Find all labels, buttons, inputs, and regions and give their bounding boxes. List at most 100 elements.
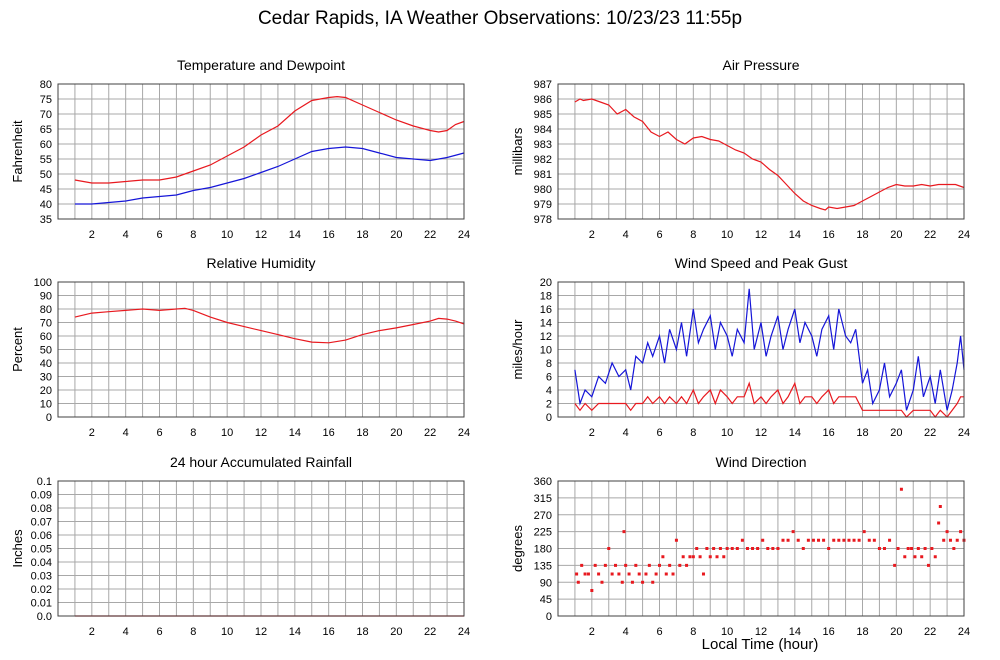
x-tick-label: 14 (289, 427, 301, 439)
y-tick-label: 60 (40, 139, 52, 151)
x-tick-label: 2 (589, 427, 595, 439)
data-point (641, 580, 645, 584)
x-tick-label: 16 (323, 427, 335, 439)
data-point (786, 538, 790, 542)
data-point (937, 521, 941, 525)
data-point (624, 563, 628, 567)
x-tick-label: 20 (390, 229, 402, 241)
x-tick-label: 22 (424, 626, 436, 638)
data-point (614, 563, 618, 567)
x-tick-label: 18 (356, 626, 368, 638)
y-tick-label: 65 (40, 124, 52, 136)
series-line (574, 98, 965, 211)
x-tick-label: 10 (221, 229, 233, 241)
x-tick-label: 6 (156, 427, 162, 439)
data-point (730, 547, 734, 550)
data-point (637, 572, 641, 576)
data-point (903, 555, 907, 559)
data-point (852, 538, 856, 542)
x-tick-label: 24 (458, 626, 470, 638)
data-point (740, 538, 744, 542)
y-tick-label: 2 (546, 399, 552, 411)
data-point (658, 563, 661, 567)
x-tick-label: 16 (823, 626, 835, 638)
y-tick-label: 135 (534, 560, 552, 572)
x-tick-label: 12 (755, 427, 767, 439)
x-tick-label: 4 (623, 229, 629, 241)
y-tick-label: 0.02 (31, 584, 52, 596)
x-tick-label: 16 (323, 626, 335, 638)
data-point (877, 547, 881, 550)
data-point (867, 538, 871, 542)
x-tick-label: 4 (123, 427, 129, 439)
data-point (590, 589, 594, 592)
y-tick-label: 0.08 (31, 503, 52, 515)
series-line (574, 288, 965, 411)
page-title: Cedar Rapids, IA Weather Observations: 1… (257, 8, 743, 29)
x-tick-label: 18 (856, 427, 868, 439)
y-tick-label: 55 (40, 154, 52, 166)
data-point (627, 572, 631, 576)
x-tick-label: 18 (356, 229, 368, 241)
y-tick-label: 981 (534, 169, 552, 181)
data-point (735, 547, 739, 550)
data-point (771, 547, 775, 550)
data-point (933, 555, 937, 559)
x-tick-label: 22 (924, 427, 936, 439)
data-point (688, 555, 692, 559)
y-tick-label: 315 (534, 493, 552, 505)
y-tick-label: 980 (534, 184, 552, 196)
data-point (832, 538, 836, 542)
x-tick-label: 14 (289, 626, 301, 638)
data-point (761, 538, 765, 542)
data-point (822, 538, 826, 542)
data-point (678, 563, 682, 567)
y-tick-label: 18 (540, 291, 552, 303)
chart-title: Wind Speed and Peak Gust (675, 255, 848, 271)
data-point (607, 547, 611, 550)
x-tick-label: 16 (323, 229, 335, 241)
data-point (701, 572, 705, 576)
x-tick-label: 24 (458, 229, 470, 241)
data-point (722, 555, 726, 559)
data-point (756, 547, 760, 550)
x-tick-label: 4 (623, 626, 629, 638)
y-tick-label: 70 (40, 318, 52, 330)
y-tick-label: 0 (546, 412, 552, 424)
y-tick-label: 10 (540, 345, 552, 357)
x-tick-label: 14 (789, 427, 801, 439)
x-tick-label: 4 (623, 427, 629, 439)
data-point (644, 572, 648, 576)
x-tick-label: 10 (721, 427, 733, 439)
data-point (654, 572, 658, 576)
data-point (959, 530, 963, 534)
chart-title: Wind Direction (715, 454, 806, 470)
data-point (942, 538, 946, 542)
x-tick-label: 12 (255, 427, 267, 439)
x-axis-label: Local Time (hour) (701, 636, 819, 653)
y-tick-label: 180 (534, 544, 552, 556)
data-point (938, 505, 942, 508)
x-tick-label: 22 (924, 626, 936, 638)
data-point (888, 538, 892, 542)
y-axis-label: degrees (510, 525, 525, 572)
y-tick-label: 40 (40, 199, 52, 211)
y-tick-label: 0.09 (31, 490, 52, 502)
data-point (617, 572, 621, 576)
data-point (698, 555, 702, 559)
data-point (857, 538, 861, 542)
data-point (630, 580, 634, 584)
y-axis-label: Inches (10, 529, 25, 568)
x-tick-label: 6 (156, 626, 162, 638)
plot-frame (57, 83, 465, 220)
y-tick-label: 60 (40, 331, 52, 343)
data-point (597, 572, 601, 576)
y-tick-label: 30 (40, 372, 52, 384)
data-point (674, 538, 678, 542)
x-tick-label: 4 (123, 626, 129, 638)
data-point (776, 547, 780, 550)
x-tick-label: 12 (755, 626, 767, 638)
x-tick-label: 24 (958, 427, 970, 439)
data-point (896, 547, 900, 550)
